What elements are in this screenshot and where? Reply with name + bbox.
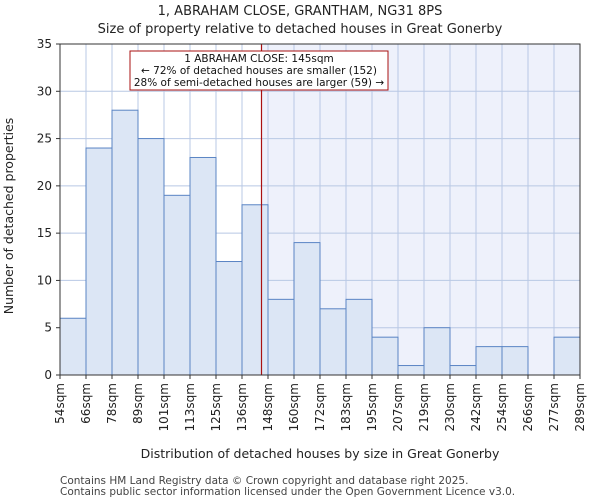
y-tick-label: 25	[37, 132, 52, 146]
x-tick-label: 136sqm	[235, 383, 249, 431]
x-tick-label: 183sqm	[339, 383, 353, 431]
x-tick-label: 148sqm	[261, 383, 275, 431]
x-axis-label: Distribution of detached houses by size …	[141, 446, 500, 461]
bar-277sqm	[553, 336, 581, 376]
bar-242sqm	[475, 346, 503, 376]
bar-66sqm	[85, 147, 113, 376]
x-tick-label: 242sqm	[469, 383, 483, 431]
chart-title: 1, ABRAHAM CLOSE, GRANTHAM, NG31 8PS	[158, 4, 443, 19]
bar-195sqm	[371, 336, 399, 376]
x-axis-ticks: 54sqm 66sqm 78sqm 89sqm 101sqm 113sqm 125sqm 13…	[53, 375, 587, 431]
y-tick-label: 35	[37, 37, 52, 51]
x-tick-label: 89sqm	[131, 383, 145, 424]
bar-183sqm	[345, 298, 373, 376]
bar-172sqm	[319, 308, 347, 376]
bars	[59, 109, 581, 376]
annotation-border	[129, 50, 389, 91]
x-tick-label: 230sqm	[443, 383, 457, 431]
x-tick-label: 266sqm	[521, 383, 535, 431]
x-tick-label: 207sqm	[391, 383, 405, 431]
footer-line-2: Contains public sector information licen…	[60, 486, 515, 498]
y-tick-label: 10	[37, 273, 52, 287]
bar-101sqm	[163, 194, 191, 376]
x-tick-label: 160sqm	[287, 383, 301, 431]
bar-254sqm	[501, 346, 529, 376]
bar-160sqm	[293, 242, 321, 376]
footer-line-1: Contains HM Land Registry data © Crown c…	[60, 475, 468, 487]
x-tick-label: 113sqm	[183, 383, 197, 431]
x-tick-label: 54sqm	[53, 383, 67, 424]
x-tick-label: 101sqm	[157, 383, 171, 431]
bar-54sqm	[59, 317, 87, 376]
bar-219sqm	[423, 327, 451, 376]
x-tick-label: 78sqm	[105, 383, 119, 424]
annotation-line-2: ← 72% of detached houses are smaller (15…	[141, 65, 377, 77]
x-tick-label: 277sqm	[547, 383, 561, 431]
bar-136sqm	[241, 204, 269, 376]
x-tick-label: 195sqm	[365, 383, 379, 431]
x-tick-label: 66sqm	[79, 383, 93, 424]
y-tick-label: 5	[44, 321, 52, 335]
y-axis-ticks: 0 5 10 15 20 25 30 35	[37, 37, 60, 382]
y-tick-label: 30	[37, 84, 52, 98]
x-tick-label: 219sqm	[417, 383, 431, 431]
annotation-line-3: 28% of semi-detached houses are larger (…	[134, 77, 385, 89]
chart-subtitle: Size of property relative to detached ho…	[98, 22, 503, 37]
y-tick-label: 15	[37, 226, 52, 240]
y-tick-label: 0	[44, 368, 52, 382]
x-tick-label: 289sqm	[573, 383, 587, 431]
y-axis-label: Number of detached properties	[1, 118, 16, 315]
x-tick-label: 172sqm	[313, 383, 327, 431]
bar-113sqm	[189, 156, 217, 376]
bar-78sqm	[111, 109, 139, 376]
x-tick-label: 254sqm	[495, 383, 509, 431]
bar-89sqm	[137, 138, 165, 376]
bar-230sqm	[449, 365, 477, 376]
bar-148sqm	[267, 298, 295, 376]
x-tick-label: 125sqm	[209, 383, 223, 431]
bar-207sqm	[397, 365, 425, 376]
annotation-line-1: 1 ABRAHAM CLOSE: 145sqm	[184, 53, 334, 65]
bar-125sqm	[215, 261, 243, 376]
annotation-box: 1 ABRAHAM CLOSE: 145sqm ← 72% of detache…	[129, 50, 389, 91]
y-tick-label: 20	[37, 179, 52, 193]
